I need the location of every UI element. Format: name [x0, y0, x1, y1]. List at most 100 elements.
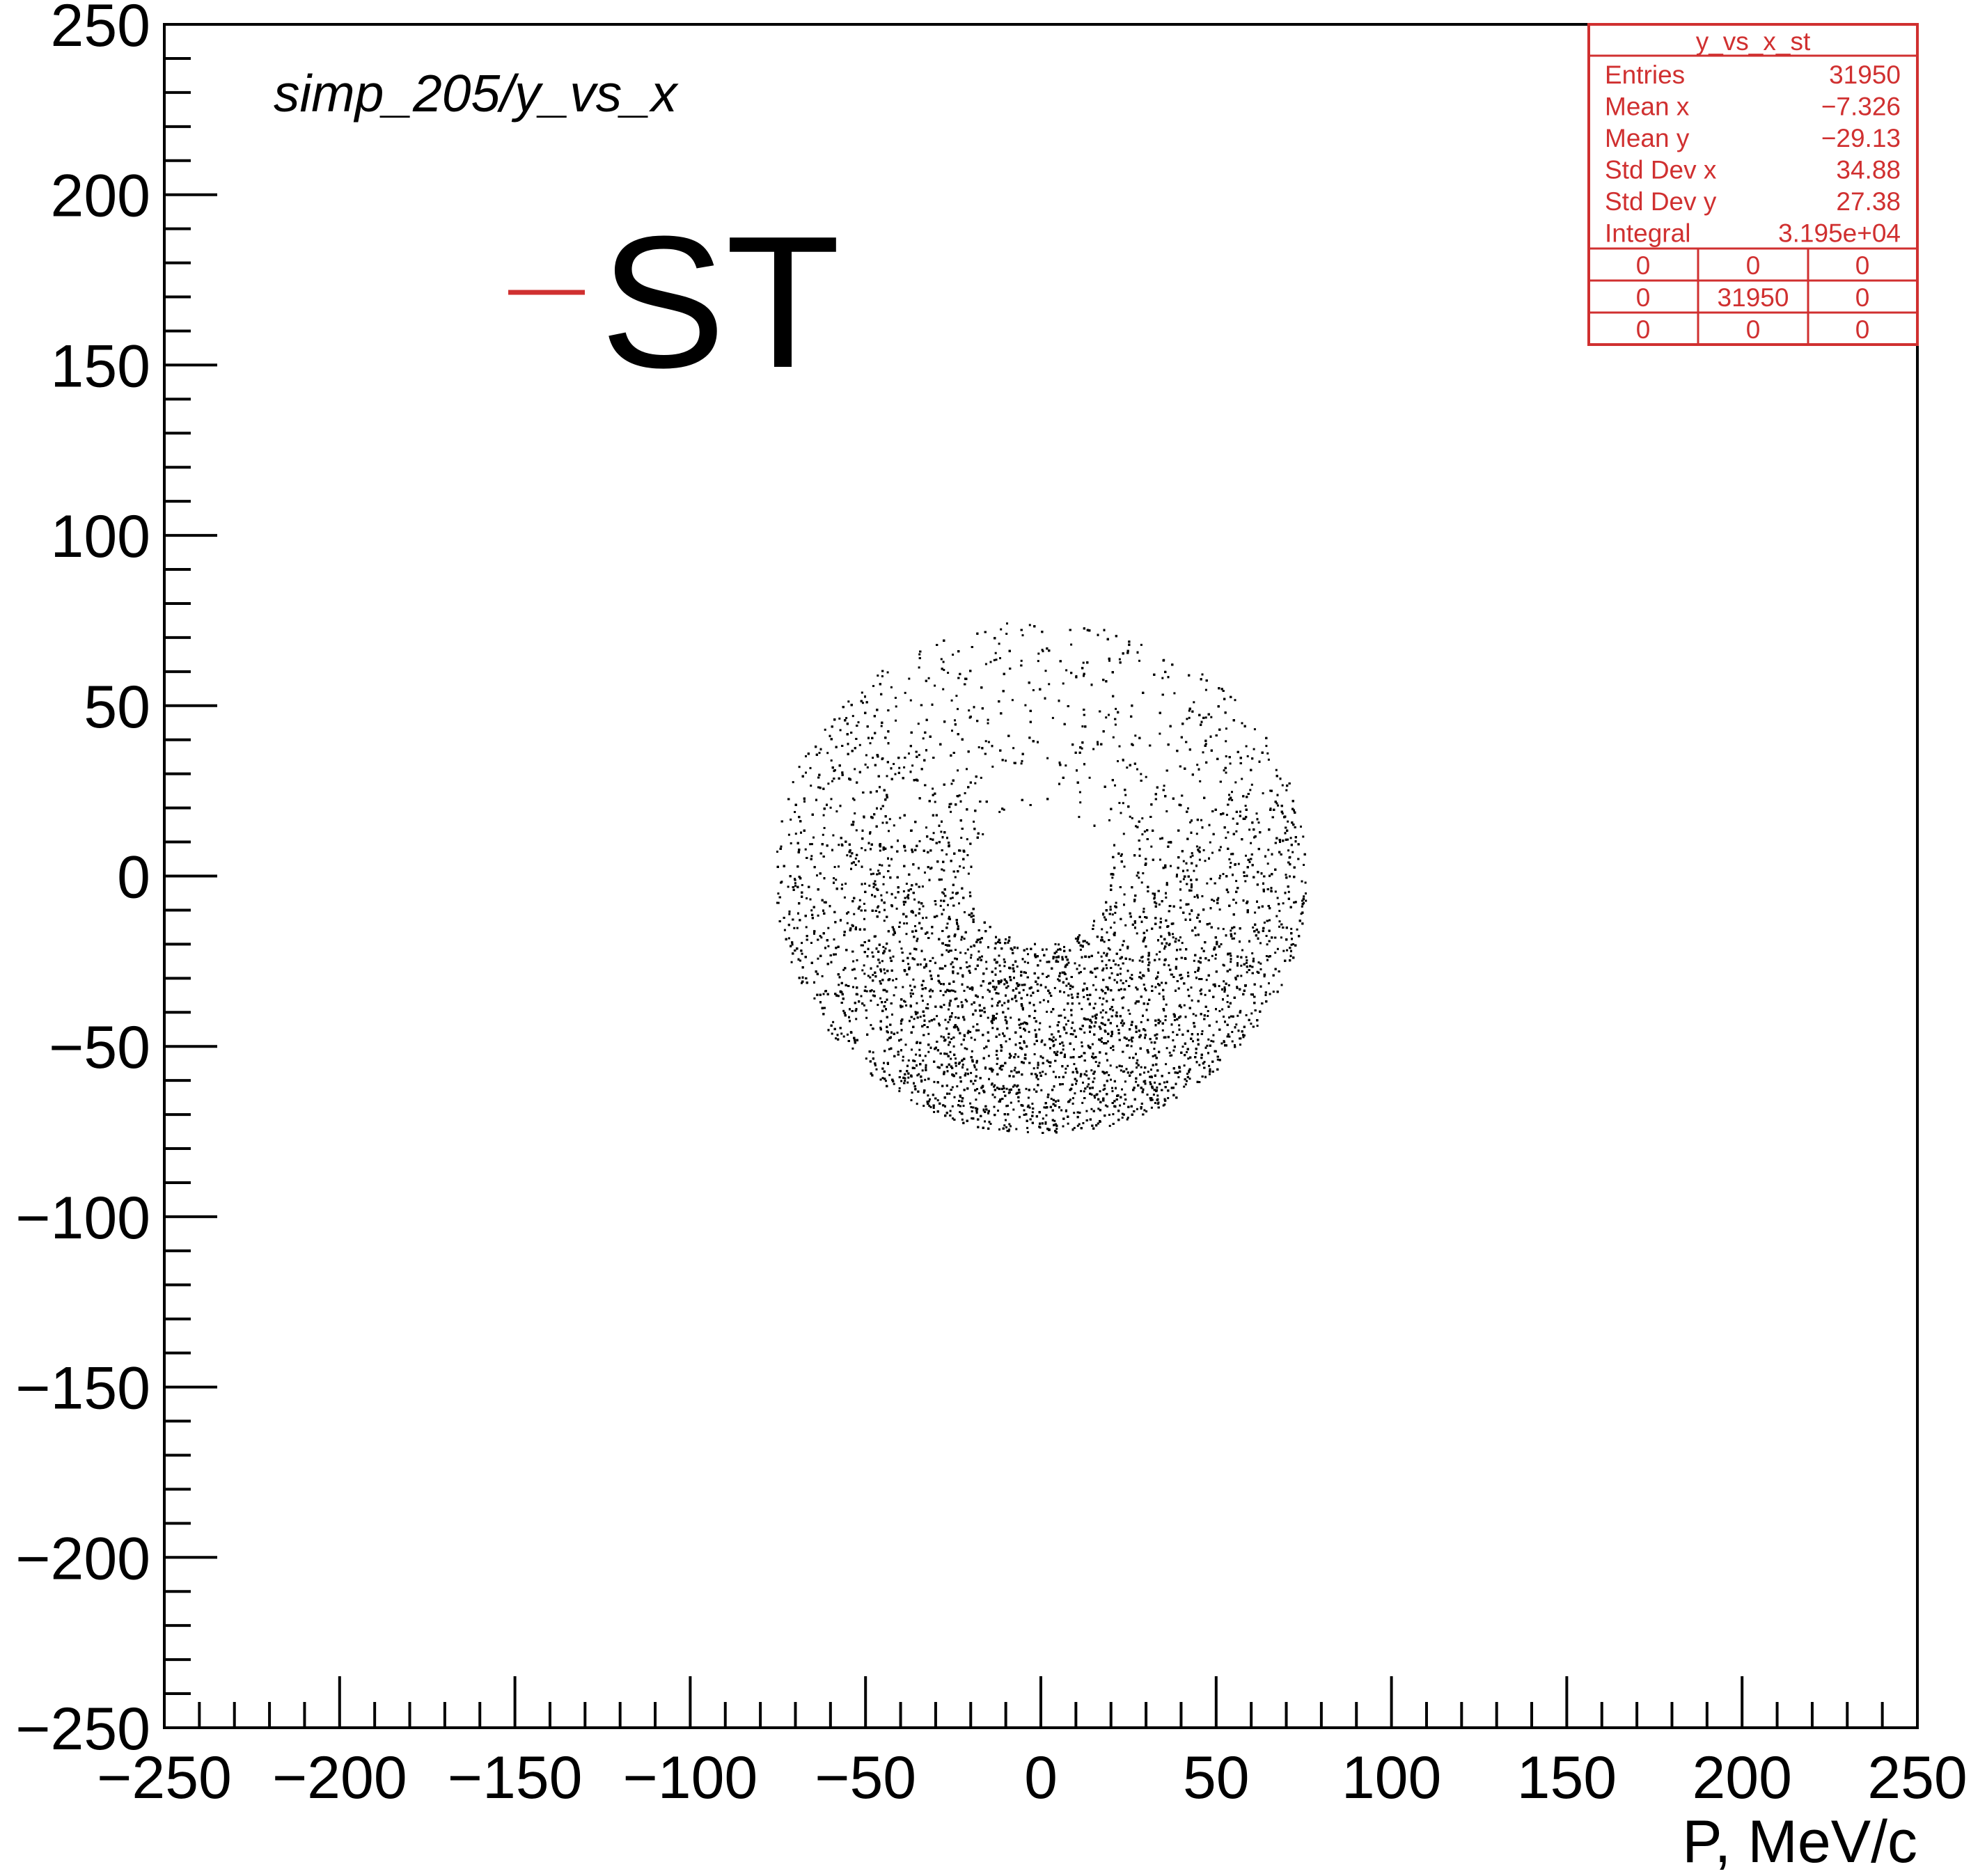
scatter-point — [1269, 993, 1271, 995]
scatter-point — [909, 699, 912, 702]
scatter-point — [881, 1077, 884, 1080]
scatter-point — [1005, 1105, 1008, 1108]
scatter-point — [1003, 1002, 1006, 1004]
scatter-point — [1026, 947, 1028, 950]
scatter-point — [1202, 751, 1204, 754]
scatter-point — [882, 945, 885, 948]
scatter-point — [780, 845, 783, 848]
scatter-point — [917, 723, 920, 725]
scatter-point — [812, 836, 815, 839]
scatter-point — [984, 663, 987, 665]
scatter-point — [1041, 1039, 1044, 1042]
scatter-point — [1168, 1051, 1171, 1054]
scatter-point — [959, 952, 962, 954]
scatter-point — [893, 1082, 895, 1085]
scatter-point — [983, 1047, 986, 1050]
scatter-point — [1115, 1066, 1118, 1069]
scatter-point — [951, 897, 954, 899]
scatter-point — [1121, 1112, 1124, 1115]
scatter-point — [1065, 964, 1067, 967]
scatter-points — [776, 622, 1308, 1134]
scatter-point — [1208, 1064, 1211, 1067]
scatter-point — [1169, 1055, 1172, 1057]
scatter-point — [977, 1029, 980, 1032]
scatter-point — [1124, 1080, 1126, 1083]
scatter-point — [904, 1080, 906, 1082]
scatter-point — [879, 807, 882, 810]
scatter-point — [1102, 998, 1105, 1000]
scatter-point — [904, 1000, 906, 1003]
scatter-point — [1099, 997, 1101, 1000]
scatter-point — [1278, 910, 1281, 913]
scatter-point — [1146, 1094, 1149, 1096]
scatter-point — [1037, 1078, 1039, 1080]
scatter-point — [1036, 1066, 1039, 1069]
scatter-point — [916, 938, 919, 940]
scatter-point — [1072, 1097, 1074, 1100]
scatter-point — [899, 817, 902, 819]
scatter-point — [1183, 1085, 1186, 1088]
scatter-point — [971, 1050, 973, 1053]
scatter-point — [928, 1020, 931, 1023]
scatter-point — [1168, 841, 1170, 844]
scatter-point — [1159, 917, 1162, 920]
scatter-point — [1017, 1055, 1020, 1058]
scatter-point — [1156, 1094, 1159, 1097]
scatter-point — [847, 700, 850, 703]
scatter-point — [1188, 709, 1191, 712]
scatter-point — [1168, 1071, 1170, 1074]
scatter-point — [1159, 950, 1161, 953]
scatter-point — [903, 922, 906, 925]
scatter-point — [997, 1002, 1000, 1004]
scatter-point — [1113, 979, 1116, 982]
scatter-point — [1228, 794, 1230, 796]
scatter-point — [932, 956, 934, 959]
scatter-point — [1083, 1031, 1086, 1034]
scatter-point — [1130, 1045, 1133, 1048]
scatter-point — [1155, 953, 1158, 956]
scatter-point — [1253, 836, 1255, 839]
scatter-point — [1257, 821, 1260, 824]
scatter-point — [1091, 1015, 1094, 1018]
scatter-point — [1088, 776, 1091, 779]
scatter-point — [1222, 963, 1225, 966]
scatter-point — [970, 1071, 973, 1074]
scatter-point — [1172, 1049, 1175, 1052]
scatter-point — [1250, 783, 1253, 786]
scatter-point — [1289, 875, 1291, 878]
scatter-point — [955, 1064, 957, 1067]
scatter-point — [948, 949, 951, 952]
scatter-point — [960, 1043, 963, 1046]
scatter-point — [863, 917, 865, 920]
scatter-point — [886, 891, 888, 894]
scatter-point — [966, 948, 969, 951]
scatter-point — [875, 888, 878, 890]
scatter-point — [898, 1087, 901, 1089]
scatter-point — [1016, 965, 1019, 968]
scatter-point — [978, 1092, 981, 1095]
scatter-point — [1071, 1033, 1074, 1036]
scatter-point — [950, 897, 952, 900]
scatter-point — [1133, 900, 1136, 903]
scatter-point — [1119, 1104, 1122, 1107]
scatter-point — [947, 672, 950, 674]
scatter-point — [922, 905, 925, 908]
scatter-point — [929, 1105, 932, 1108]
scatter-point — [818, 752, 821, 755]
scatter-point — [1209, 1073, 1211, 1075]
scatter-point — [1193, 869, 1195, 872]
scatter-point — [1246, 959, 1248, 962]
scatter-point — [928, 990, 931, 993]
scatter-point — [827, 945, 830, 947]
scatter-point — [1044, 1121, 1047, 1124]
scatter-point — [1239, 1043, 1241, 1046]
scatter-point — [1074, 962, 1076, 965]
scatter-point — [883, 920, 886, 922]
scatter-point — [1304, 881, 1307, 884]
scatter-point — [1217, 927, 1220, 930]
scatter-point — [1112, 1009, 1115, 1011]
scatter-point — [918, 1073, 920, 1075]
scatter-point — [906, 1081, 909, 1084]
scatter-point — [1053, 1043, 1055, 1046]
scatter-point — [1111, 876, 1114, 879]
